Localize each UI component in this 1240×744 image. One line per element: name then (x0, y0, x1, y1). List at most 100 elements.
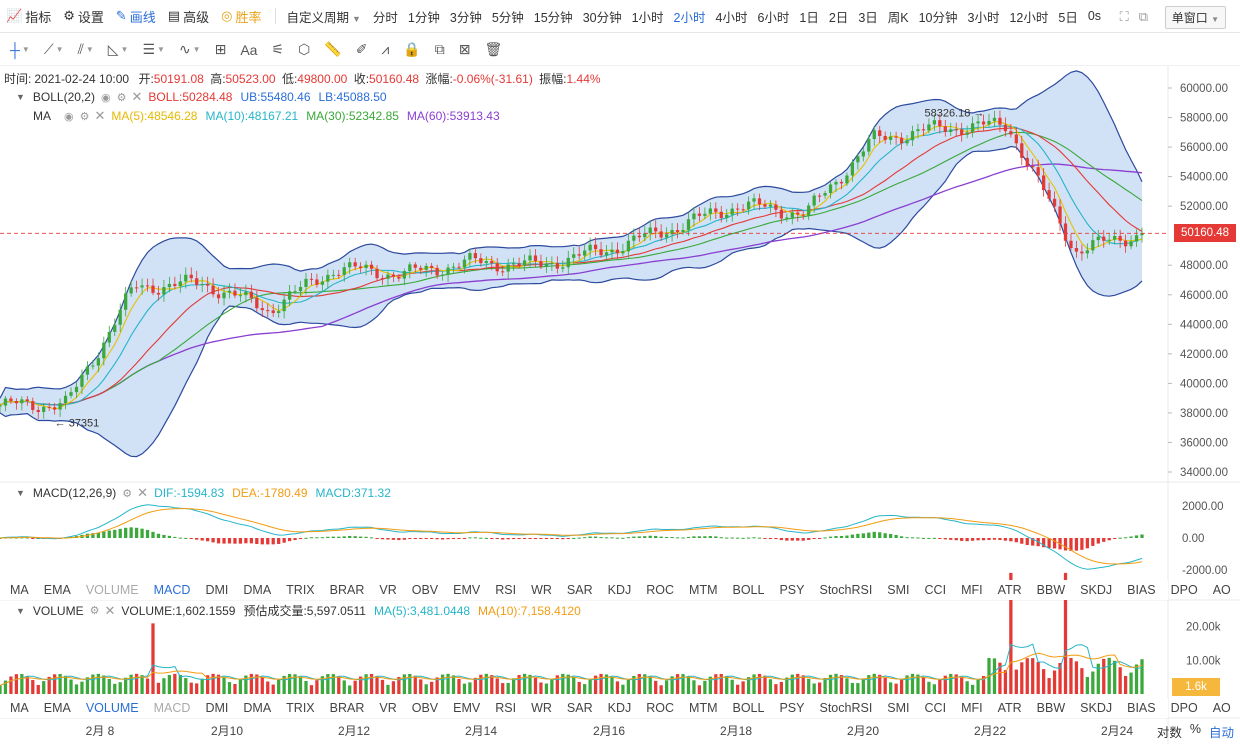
tab-smi[interactable]: SMI (887, 701, 910, 715)
log-scale-toggle[interactable]: 对数 (1156, 726, 1182, 740)
crosshair-icon[interactable]: ┼ ▼ (10, 41, 30, 58)
tab-atr[interactable]: ATR (997, 583, 1022, 597)
tab-vr[interactable]: VR (379, 701, 397, 715)
tab-roc[interactable]: ROC (646, 701, 675, 715)
grid-icon[interactable]: ⊞ (214, 41, 227, 57)
tab-mfi[interactable]: MFI (961, 701, 983, 715)
tab-dma[interactable]: DMA (243, 583, 272, 597)
tab-macd[interactable]: MACD (153, 583, 191, 597)
indicator-button[interactable]: 📈 指标 (6, 8, 52, 25)
tab-mtm[interactable]: MTM (689, 701, 718, 715)
tab-roc[interactable]: ROC (646, 583, 675, 597)
period-11[interactable]: 2日 (828, 10, 849, 25)
tab-atr[interactable]: ATR (997, 701, 1022, 715)
gear-icon[interactable]: ⚙ (116, 91, 127, 104)
tab-kdj[interactable]: KDJ (607, 701, 632, 715)
pattern-icon[interactable]: ⩘ (381, 41, 390, 57)
eye-icon[interactable]: ◉ (100, 91, 111, 104)
fullscreen-icon[interactable]: ⛶ (1119, 9, 1129, 24)
angle-line-icon[interactable]: ◺ ▼ (107, 41, 129, 57)
gear-icon[interactable]: ⚙ (122, 487, 133, 500)
shape-icon[interactable]: ⬡ (298, 41, 311, 57)
tab-boll[interactable]: BOLL (732, 701, 765, 715)
ray-line-icon[interactable]: ⫽ ▼ (77, 41, 94, 57)
period-14[interactable]: 10分钟 (918, 10, 958, 25)
eye-icon[interactable]: ◉ (64, 110, 74, 123)
tab-skdj[interactable]: SKDJ (1080, 701, 1113, 715)
tab-brar[interactable]: BRAR (329, 583, 365, 597)
period-1[interactable]: 1分钟 (407, 10, 440, 25)
tab-stochrsi[interactable]: StochRSI (819, 701, 873, 715)
auto-scale-toggle[interactable]: 自动 (1208, 726, 1234, 740)
caret-down-icon[interactable]: ▼ (16, 605, 25, 616)
tab-rsi[interactable]: RSI (495, 583, 517, 597)
lock-icon[interactable]: 🔒 (403, 41, 421, 57)
caret-down-icon[interactable]: ▼ (16, 488, 25, 498)
period-17[interactable]: 5日 (1058, 10, 1078, 25)
close-icon[interactable]: ✕ (94, 108, 106, 123)
tab-rsi[interactable]: RSI (495, 701, 517, 715)
tab-trix[interactable]: TRIX (286, 583, 315, 597)
tab-mfi[interactable]: MFI (961, 583, 983, 597)
period-0[interactable]: 分时 (372, 10, 398, 25)
magnet-icon[interactable]: ⊠ (458, 41, 471, 57)
tab-dpo[interactable]: DPO (1170, 583, 1198, 597)
restore-icon[interactable]: ⧉ (1138, 9, 1148, 24)
close-icon[interactable]: ✕ (104, 602, 116, 618)
period-3[interactable]: 5分钟 (491, 10, 524, 25)
period-5[interactable]: 30分钟 (582, 10, 622, 25)
tab-ao[interactable]: AO (1212, 583, 1231, 597)
trend-line-icon[interactable]: ⟋ ▼ (43, 41, 64, 57)
period-18[interactable]: 0s (1087, 9, 1102, 23)
tab-obv[interactable]: OBV (411, 701, 439, 715)
custom-period-dropdown[interactable]: 自定义周期 ▼ (286, 10, 361, 25)
window-mode-select[interactable]: 单窗口 ▼ (1164, 6, 1226, 29)
period-15[interactable]: 3小时 (967, 10, 1000, 25)
trash-icon[interactable]: 🗑 (484, 41, 503, 57)
tab-dma[interactable]: DMA (243, 701, 272, 715)
kline-chart[interactable]: 60000.00 58000.00 56000.00 54000.00 52000.00… (0, 66, 1240, 744)
tab-bbw[interactable]: BBW (1036, 583, 1066, 597)
tab-sar[interactable]: SAR (566, 701, 593, 715)
tab-dmi[interactable]: DMI (205, 583, 229, 597)
tab-ema[interactable]: EMA (43, 583, 71, 597)
tab-volume[interactable]: VOLUME (85, 583, 139, 597)
tab-wr[interactable]: WR (531, 583, 552, 597)
gear-icon[interactable]: ⚙ (79, 110, 90, 123)
horizontal-lines-icon[interactable]: ☰ ▼ (142, 41, 165, 57)
fib-icon[interactable]: ⚟ (271, 41, 285, 57)
gear-icon[interactable]: ⚙ (89, 605, 100, 617)
close-icon[interactable]: ✕ (137, 485, 149, 500)
tab-stochrsi[interactable]: StochRSI (819, 583, 873, 597)
tab-sar[interactable]: SAR (566, 583, 593, 597)
caret-down-icon[interactable]: ▼ (16, 92, 25, 102)
percent-scale-toggle[interactable]: % (1189, 722, 1201, 736)
tab-dmi[interactable]: DMI (205, 701, 229, 715)
draw-line-button[interactable]: ✎ 画线 (115, 8, 156, 25)
tab-brar[interactable]: BRAR (329, 701, 365, 715)
tab-psy[interactable]: PSY (779, 583, 805, 597)
period-9[interactable]: 6小时 (757, 10, 790, 25)
period-4[interactable]: 15分钟 (533, 10, 573, 25)
tab-skdj[interactable]: SKDJ (1080, 583, 1113, 597)
tab-ma[interactable]: MA (10, 701, 29, 715)
tab-dpo[interactable]: DPO (1170, 701, 1198, 715)
tab-bbw[interactable]: BBW (1036, 701, 1066, 715)
tab-wr[interactable]: WR (531, 701, 552, 715)
tab-trix[interactable]: TRIX (286, 701, 315, 715)
period-8[interactable]: 4小时 (715, 10, 748, 25)
advanced-button[interactable]: ▤ 高级 (167, 8, 210, 25)
tab-smi[interactable]: SMI (887, 583, 910, 597)
ruler-icon[interactable]: 📏 (324, 41, 342, 57)
tab-volume[interactable]: VOLUME (85, 701, 139, 715)
period-10[interactable]: 1日 (799, 10, 819, 25)
tab-cci[interactable]: CCI (924, 701, 947, 715)
tab-ma[interactable]: MA (10, 583, 29, 597)
close-icon[interactable]: ✕ (131, 89, 143, 104)
period-16[interactable]: 12小时 (1009, 10, 1049, 25)
tab-macd[interactable]: MACD (153, 701, 191, 715)
tab-kdj[interactable]: KDJ (607, 583, 632, 597)
settings-button[interactable]: ⚙ 设置 (63, 8, 104, 25)
period-13[interactable]: 周K (887, 10, 909, 25)
tab-mtm[interactable]: MTM (689, 583, 718, 597)
